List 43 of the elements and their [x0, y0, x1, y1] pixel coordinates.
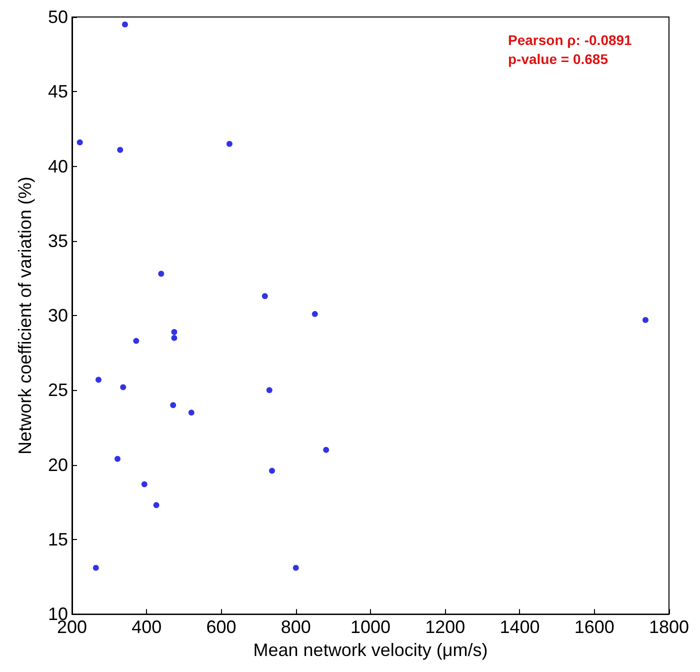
- point: [170, 402, 176, 408]
- x-tick-label: 1800: [648, 617, 689, 638]
- point: [76, 139, 83, 146]
- y-tick-label: 35: [48, 230, 68, 251]
- annotation: p-value = 0.685: [508, 51, 608, 67]
- y-tick-label: 20: [48, 454, 68, 475]
- y-tick-label: 30: [48, 306, 68, 326]
- point: [642, 317, 648, 324]
- point: [171, 334, 178, 341]
- point: [268, 468, 275, 474]
- point: [323, 446, 330, 453]
- y-tick-label: 25: [48, 380, 68, 400]
- point: [122, 21, 128, 28]
- x-tick-label: 1600: [574, 617, 614, 638]
- y-axis-title: Network coefficient of variation (%): [15, 176, 35, 454]
- x-tick-label: 1400: [500, 617, 540, 638]
- point: [120, 384, 126, 390]
- x-tick-label: 600: [206, 617, 236, 638]
- point: [171, 328, 178, 335]
- x-tick-label: 1000: [350, 617, 391, 638]
- x-tick-label: 1200: [425, 617, 466, 638]
- point: [114, 456, 121, 462]
- annotation: Pearson ρ: -0.0891: [508, 32, 632, 48]
- point: [92, 564, 99, 571]
- point: [141, 481, 148, 488]
- point: [153, 502, 160, 508]
- point: [188, 410, 194, 416]
- x-axis-title: Mean network velocity (μm/s): [253, 640, 488, 660]
- y-tick-label: 15: [48, 529, 68, 550]
- point: [312, 311, 318, 318]
- y-tick-label: 40: [48, 156, 68, 176]
- point: [158, 270, 164, 277]
- y-tick-label: 50: [48, 7, 68, 27]
- point: [117, 146, 124, 153]
- x-tick-label: 400: [132, 617, 162, 638]
- point: [133, 338, 140, 344]
- point: [292, 564, 299, 571]
- x-tick-label: 800: [280, 617, 311, 638]
- point: [266, 387, 272, 394]
- point: [95, 376, 102, 383]
- y-tick-label: 45: [48, 82, 68, 102]
- point: [226, 140, 232, 147]
- point: [262, 293, 268, 300]
